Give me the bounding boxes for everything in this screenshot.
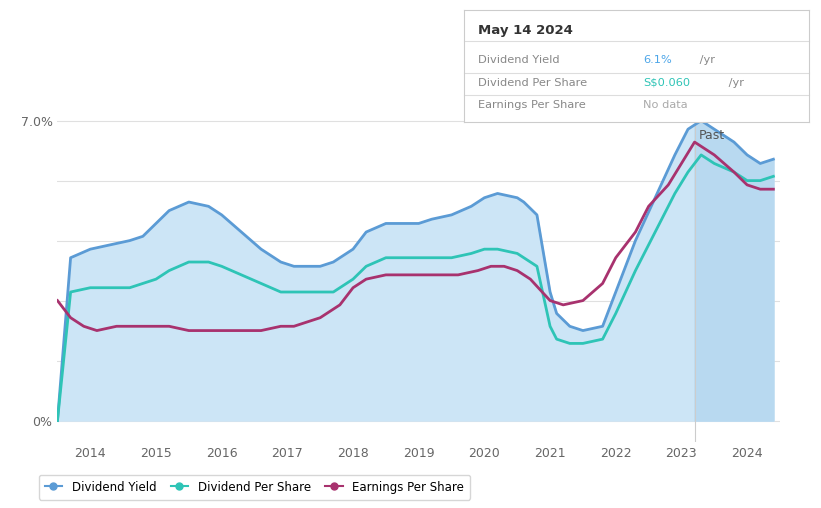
Text: S$0.060: S$0.060	[643, 78, 690, 88]
Text: No data: No data	[643, 100, 688, 110]
Text: 6.1%: 6.1%	[643, 55, 672, 66]
Text: /yr: /yr	[695, 55, 714, 66]
Text: Earnings Per Share: Earnings Per Share	[478, 100, 585, 110]
Legend: Dividend Yield, Dividend Per Share, Earnings Per Share: Dividend Yield, Dividend Per Share, Earn…	[39, 475, 470, 499]
Text: May 14 2024: May 14 2024	[478, 23, 572, 37]
Text: Dividend Per Share: Dividend Per Share	[478, 78, 587, 88]
Text: Past: Past	[699, 129, 725, 142]
Text: Dividend Yield: Dividend Yield	[478, 55, 559, 66]
Text: /yr: /yr	[725, 78, 744, 88]
